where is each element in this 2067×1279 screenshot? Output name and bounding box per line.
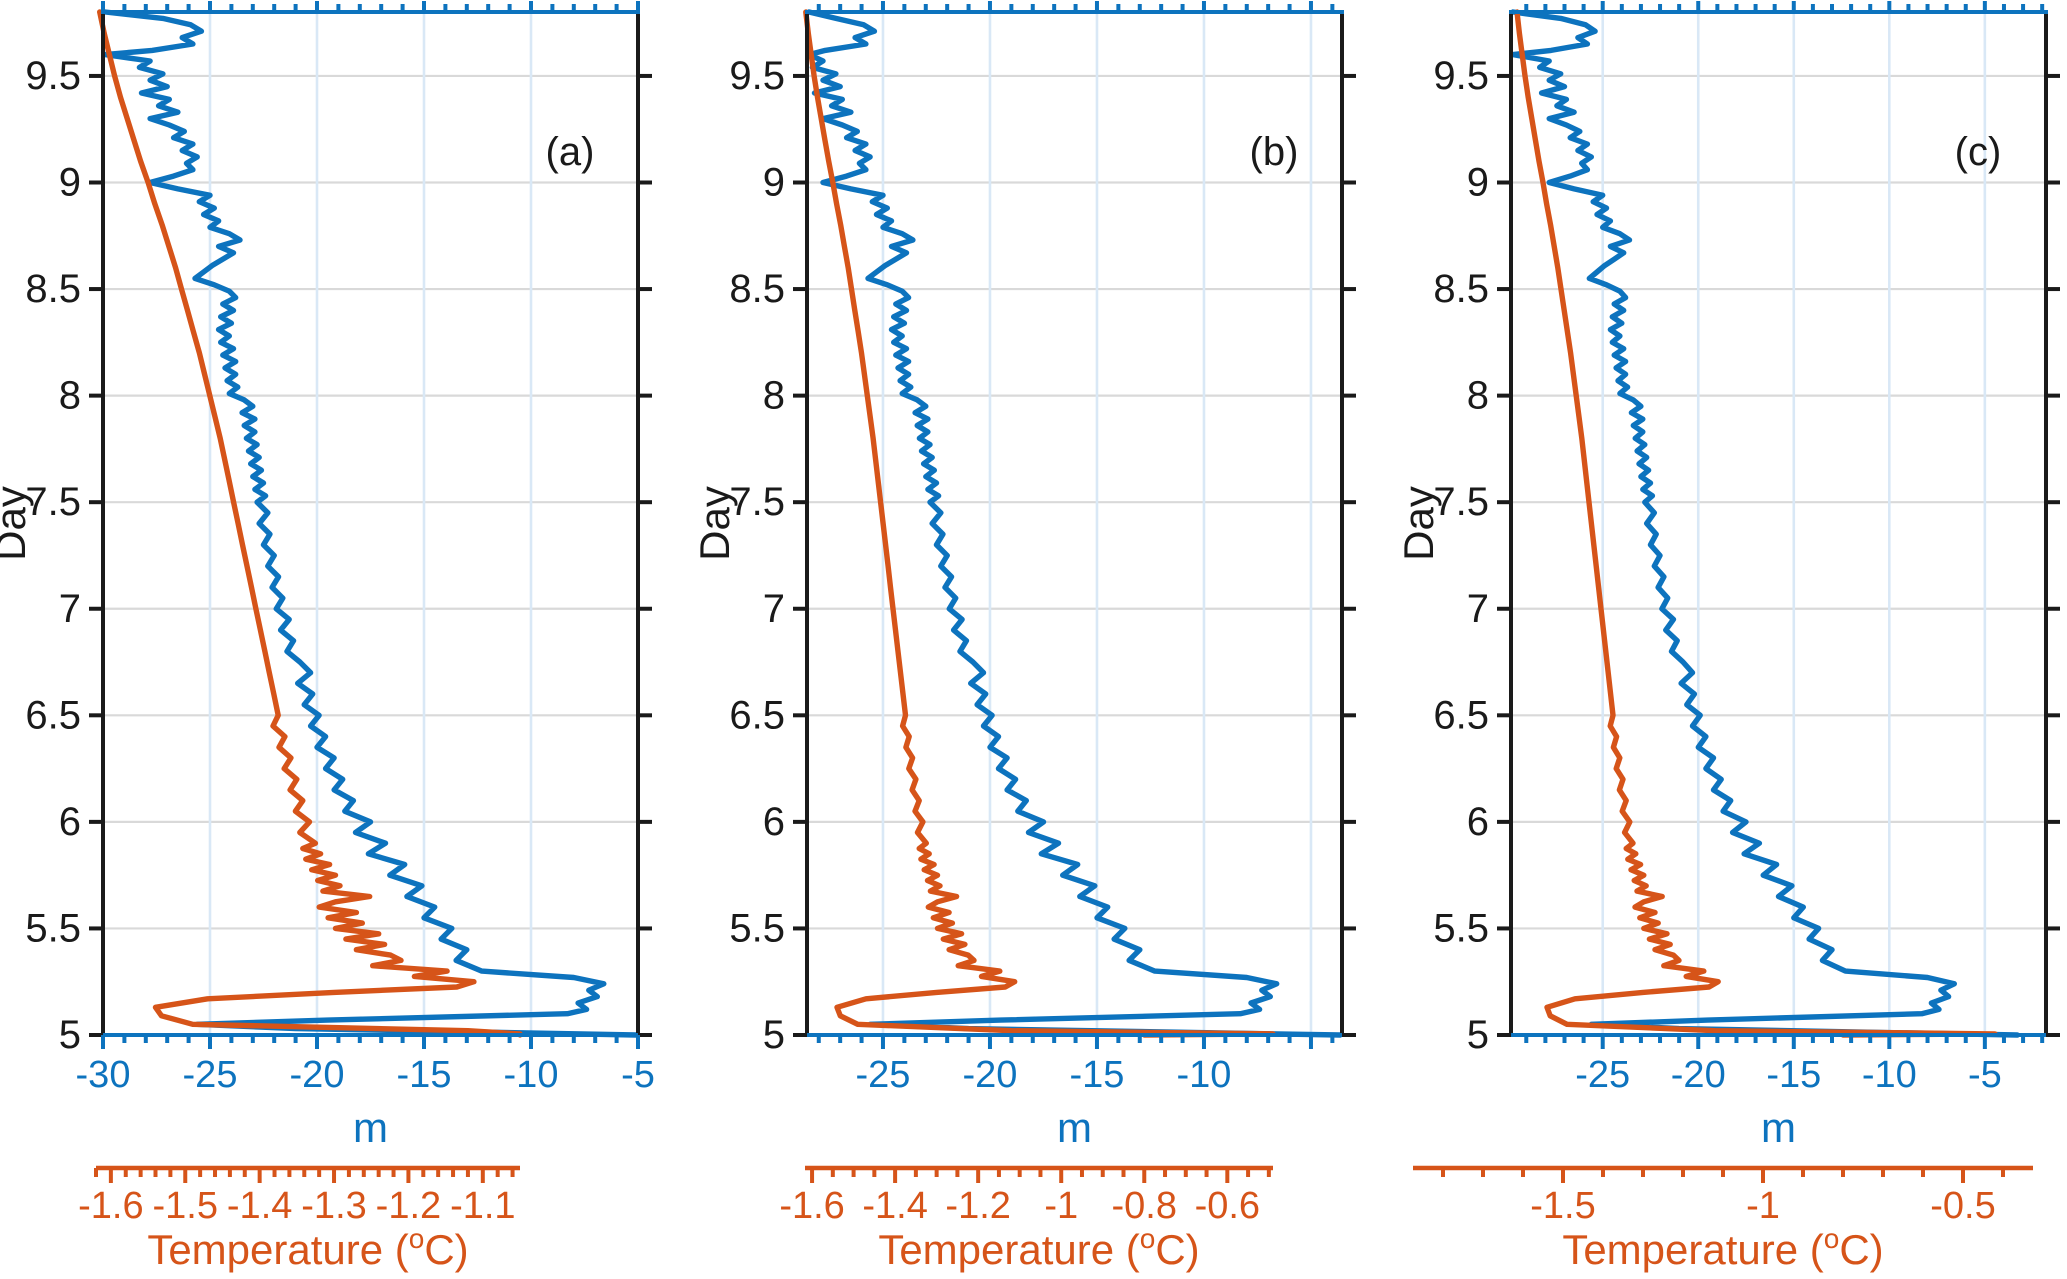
t-tick-label: -1.5 — [1530, 1185, 1595, 1227]
day-axis-title: Day — [1395, 486, 1442, 561]
day-tick-label: 7 — [59, 587, 81, 631]
m-tick-label: -20 — [1671, 1054, 1726, 1096]
day-tick-label: 6.5 — [1433, 693, 1489, 737]
panel-b: 5 5.5 6 6.5 7 7.5 8 8.5 9 9.5 Day -25 -20 -15 -10 m -1.6… — [691, 1, 1356, 1273]
day-tick-label: 5 — [1467, 1013, 1489, 1057]
day-tick-label: 9.5 — [1433, 54, 1489, 98]
panel-letter: (c) — [1955, 130, 2002, 174]
t-tick-label: -1.4 — [227, 1185, 292, 1227]
t-tick-label: -0.8 — [1112, 1185, 1177, 1227]
day-tick-label: 7.5 — [25, 480, 81, 524]
m-axis-title: m — [1057, 1104, 1092, 1151]
m-tick-label: -10 — [504, 1054, 559, 1096]
day-axis-title: Day — [691, 486, 738, 561]
t-tick-label: -1.2 — [376, 1185, 441, 1227]
day-tick-label: 9 — [59, 161, 81, 205]
axes: 5 5.5 6 6.5 7 7.5 8 8.5 9 9.5 Day -30 -25 -20 -15 -10 -5… — [0, 1, 655, 1151]
m-tick-label: -15 — [1766, 1054, 1821, 1096]
m-tick-label: -10 — [1177, 1054, 1232, 1096]
t-tick-label: -1.6 — [779, 1185, 844, 1227]
temperature-curve — [1514, 9, 1998, 1038]
day-tick-label: 5.5 — [729, 906, 785, 950]
day-tick-label: 8 — [1467, 374, 1489, 418]
curves — [803, 9, 1343, 1038]
panel-letter: (a) — [546, 130, 595, 174]
day-tick-label: 9 — [1467, 161, 1489, 205]
depth-curve — [806, 9, 1343, 1038]
m-tick-label: -15 — [397, 1054, 452, 1096]
day-tick-label: 8.5 — [729, 267, 785, 311]
day-tick-label: 5.5 — [25, 906, 81, 950]
m-axis-title: m — [1761, 1104, 1796, 1151]
day-tick-label: 6 — [1467, 800, 1489, 844]
axes: 5 5.5 6 6.5 7 7.5 8 8.5 9 9.5 Day -25 -20 -15 -10 -5 m — [1395, 1, 2060, 1151]
m-axis-title: m — [353, 1104, 388, 1151]
temperature-axis-title: Temperature (oC) — [878, 1223, 1199, 1273]
day-tick-label: 8.5 — [1433, 267, 1489, 311]
m-tick-label: -20 — [290, 1054, 345, 1096]
day-tick-label: 8 — [763, 374, 785, 418]
m-tick-label: -5 — [621, 1054, 655, 1096]
t-tick-label: -1.2 — [945, 1185, 1010, 1227]
panel-c: 5 5.5 6 6.5 7 7.5 8 8.5 9 9.5 Day -25 -20 -15 -10 -5 m -1… — [1395, 1, 2060, 1273]
depth-curve — [102, 9, 639, 1038]
day-tick-label: 7.5 — [729, 480, 785, 524]
temperature-ruler: -1.5 -1 -0.5 Temperature (oC) — [1413, 1165, 2033, 1273]
m-tick-label: -25 — [1575, 1054, 1630, 1096]
day-tick-label: 9.5 — [729, 54, 785, 98]
m-tick-label: -20 — [963, 1054, 1018, 1096]
day-tick-label: 6.5 — [25, 693, 81, 737]
day-tick-label: 7 — [1467, 587, 1489, 631]
day-tick-label: 6.5 — [729, 693, 785, 737]
day-tick-label: 8.5 — [25, 267, 81, 311]
t-tick-label: -0.6 — [1195, 1185, 1260, 1227]
m-tick-label: -15 — [1070, 1054, 1125, 1096]
day-tick-label: 5 — [763, 1013, 785, 1057]
axes: 5 5.5 6 6.5 7 7.5 8 8.5 9 9.5 Day -25 -20 -15 -10 m — [691, 1, 1356, 1151]
day-tick-label: 8 — [59, 374, 81, 418]
temperature-axis-title: Temperature (oC) — [1562, 1223, 1883, 1273]
m-tick-label: -10 — [1862, 1054, 1917, 1096]
t-tick-label: -1.1 — [450, 1185, 515, 1227]
m-tick-label: -25 — [856, 1054, 911, 1096]
day-tick-label: 9 — [763, 161, 785, 205]
m-tick-label: -5 — [1968, 1054, 2002, 1096]
day-tick-label: 5 — [59, 1013, 81, 1057]
panel-letter: (b) — [1250, 130, 1299, 174]
curves — [1510, 9, 2021, 1038]
t-tick-label: -1 — [1044, 1185, 1078, 1227]
day-tick-label: 6 — [763, 800, 785, 844]
depth-curve — [1510, 9, 2021, 1038]
day-tick-label: 7 — [763, 587, 785, 631]
day-tick-label: 9.5 — [25, 54, 81, 98]
t-tick-label: -0.5 — [1930, 1185, 1995, 1227]
t-tick-label: -1.3 — [301, 1185, 366, 1227]
gridlines — [103, 12, 638, 1035]
curves — [96, 9, 639, 1038]
m-tick-label: -30 — [76, 1054, 131, 1096]
m-tick-label: -25 — [183, 1054, 238, 1096]
temperature-axis-title: Temperature (oC) — [147, 1223, 468, 1273]
day-tick-label: 5.5 — [1433, 906, 1489, 950]
day-tick-label: 6 — [59, 800, 81, 844]
t-tick-label: -1.4 — [862, 1185, 927, 1227]
t-tick-label: -1 — [1746, 1185, 1780, 1227]
t-tick-label: -1.6 — [78, 1185, 143, 1227]
panel-a: 5 5.5 6 6.5 7 7.5 8 8.5 9 9.5 Day -30 -25 -20 -15 -10 -5… — [0, 1, 655, 1273]
temperature-curve — [96, 9, 523, 1038]
day-tick-label: 7.5 — [1433, 480, 1489, 524]
t-tick-label: -1.5 — [153, 1185, 218, 1227]
temperature-curve — [803, 9, 1276, 1038]
day-axis-title: Day — [0, 486, 34, 561]
gridlines — [1511, 12, 2046, 1035]
